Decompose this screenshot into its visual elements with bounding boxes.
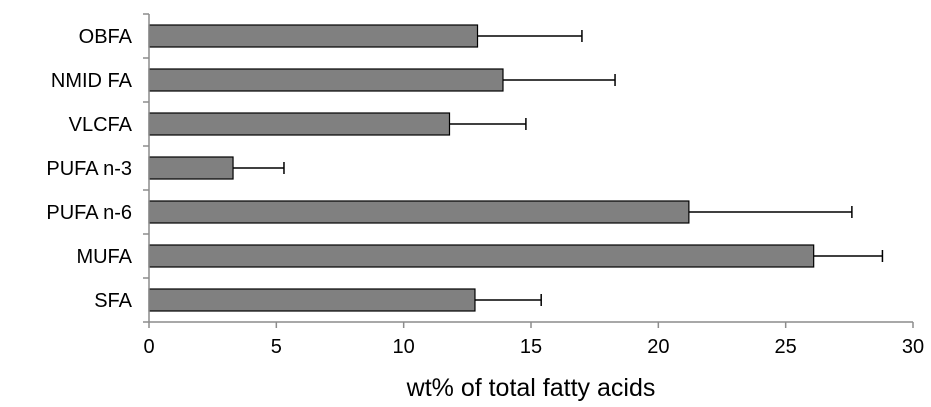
x-tick-label: 20 [647,336,669,358]
bar [148,112,451,136]
x-tick-label: 0 [143,336,154,358]
category-label: NMID FA [51,70,133,92]
x-tick-label: 15 [520,336,542,358]
category-label: PUFA n-3 [46,158,132,180]
category-label: OBFA [79,26,133,48]
bar [148,244,815,268]
x-tick-label: 25 [775,336,797,358]
x-tick-label: 5 [271,336,282,358]
labels-layer: 0 5 10 15 20 25 30 OBFA NMID FA VLCFA PUFA n-3 PUFA… [46,26,924,358]
bar [148,156,234,180]
category-label: MUFA [76,246,132,268]
category-label: PUFA n-6 [46,202,132,224]
bar [148,288,476,312]
error-bars-layer [233,30,884,306]
axes-layer [143,13,914,328]
bar [148,68,504,92]
category-label: VLCFA [69,114,133,136]
x-tick-label: 10 [393,336,415,358]
bar [148,24,479,48]
x-axis-title: wt% of total fatty acids [406,374,656,402]
category-label: SFA [94,290,132,312]
x-tick-label: 30 [902,336,924,358]
bar [148,200,690,224]
